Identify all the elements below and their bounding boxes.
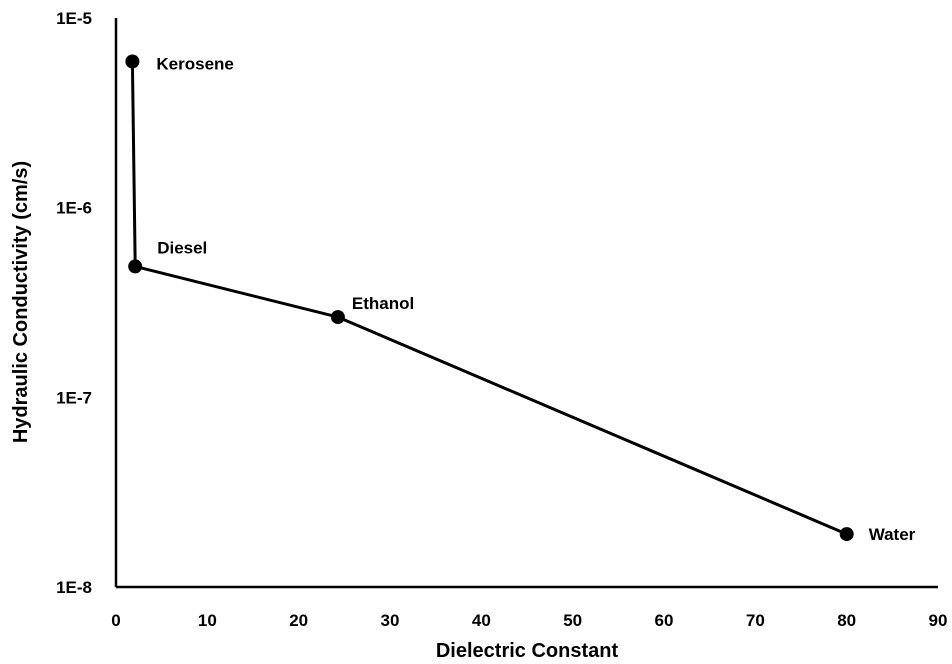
x-tick-label: 20 (289, 611, 308, 630)
x-tick-label: 60 (655, 611, 674, 630)
x-tick-label: 30 (381, 611, 400, 630)
x-axis-title: Dielectric Constant (436, 640, 619, 662)
y-tick-label: 1E-5 (56, 9, 92, 28)
x-tick-label: 70 (746, 611, 765, 630)
axes (114, 18, 938, 589)
x-tick-label: 50 (563, 611, 582, 630)
data-point-marker (128, 259, 143, 274)
x-tick-label: 0 (111, 611, 120, 630)
x-tick-label: 90 (929, 611, 948, 630)
x-tick-label: 40 (472, 611, 491, 630)
y-tick-label: 1E-7 (56, 388, 92, 407)
data-point-marker (125, 54, 140, 69)
x-tick-label: 80 (837, 611, 856, 630)
x-tick-labels: 0 10 20 30 40 50 60 70 80 90 (111, 611, 947, 630)
data-point-marker (839, 527, 854, 542)
data-point-label: Diesel (157, 238, 207, 257)
y-axis-title: Hydraulic Conductivity (cm/s) (10, 161, 32, 443)
y-tick-labels: 1E-8 1E-7 1E-6 1E-5 (56, 9, 92, 597)
x-tick-label: 10 (198, 611, 217, 630)
data-point-label: Ethanol (352, 294, 414, 313)
y-tick-label: 1E-8 (56, 578, 92, 597)
data-point-marker (330, 310, 345, 325)
data-point-label: Water (869, 525, 916, 544)
y-tick-label: 1E-6 (56, 199, 92, 218)
series-group: Kerosene Diesel Ethanol Water (125, 54, 916, 544)
series-line (130, 61, 848, 536)
data-point-label: Kerosene (156, 55, 233, 74)
